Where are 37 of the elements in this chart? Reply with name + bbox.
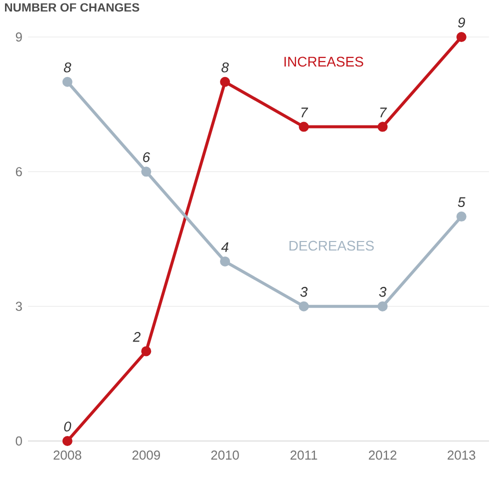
- point: [378, 301, 388, 312]
- data-label: 4: [221, 242, 228, 252]
- text: INCREASES: [284, 56, 364, 67]
- data-label: 7: [380, 108, 387, 118]
- y-tick-label: 3: [16, 302, 22, 311]
- point: [62, 436, 72, 446]
- point: [141, 346, 152, 356]
- data-label: 2: [132, 332, 140, 342]
- text: DECREASES: [290, 240, 374, 251]
- data-label: 3: [300, 286, 308, 297]
- data-label: 5: [458, 197, 466, 208]
- data-label: 8: [222, 62, 229, 72]
- x-tick-label: 2011: [290, 450, 318, 460]
- data-label: 3: [379, 286, 386, 297]
- point: [220, 76, 230, 87]
- data-label: 6: [143, 152, 150, 162]
- point: [141, 166, 152, 177]
- x-tick-label: 2012: [368, 450, 396, 460]
- point: [298, 122, 309, 132]
- point: [298, 301, 309, 312]
- point: [220, 256, 230, 266]
- x-tick-label: 2010: [211, 450, 239, 460]
- y-tick-label: 6: [16, 167, 22, 176]
- point: [456, 32, 466, 42]
- data-label: 9: [458, 18, 466, 28]
- x-tick-label: 2009: [132, 450, 160, 460]
- data-label: 0: [64, 422, 72, 432]
- data-label: 7: [301, 108, 308, 118]
- y-axis-title: NUMBER OF CHANGES: [4, 3, 140, 12]
- x-tick-label: 2008: [54, 450, 82, 460]
- data-label: 8: [64, 62, 72, 72]
- point: [378, 122, 388, 132]
- point: [456, 212, 466, 222]
- y-tick-label: 9: [16, 32, 22, 42]
- y-tick-label: 0: [16, 436, 22, 446]
- point: [62, 76, 72, 87]
- x-tick-label: 2013: [448, 450, 476, 460]
